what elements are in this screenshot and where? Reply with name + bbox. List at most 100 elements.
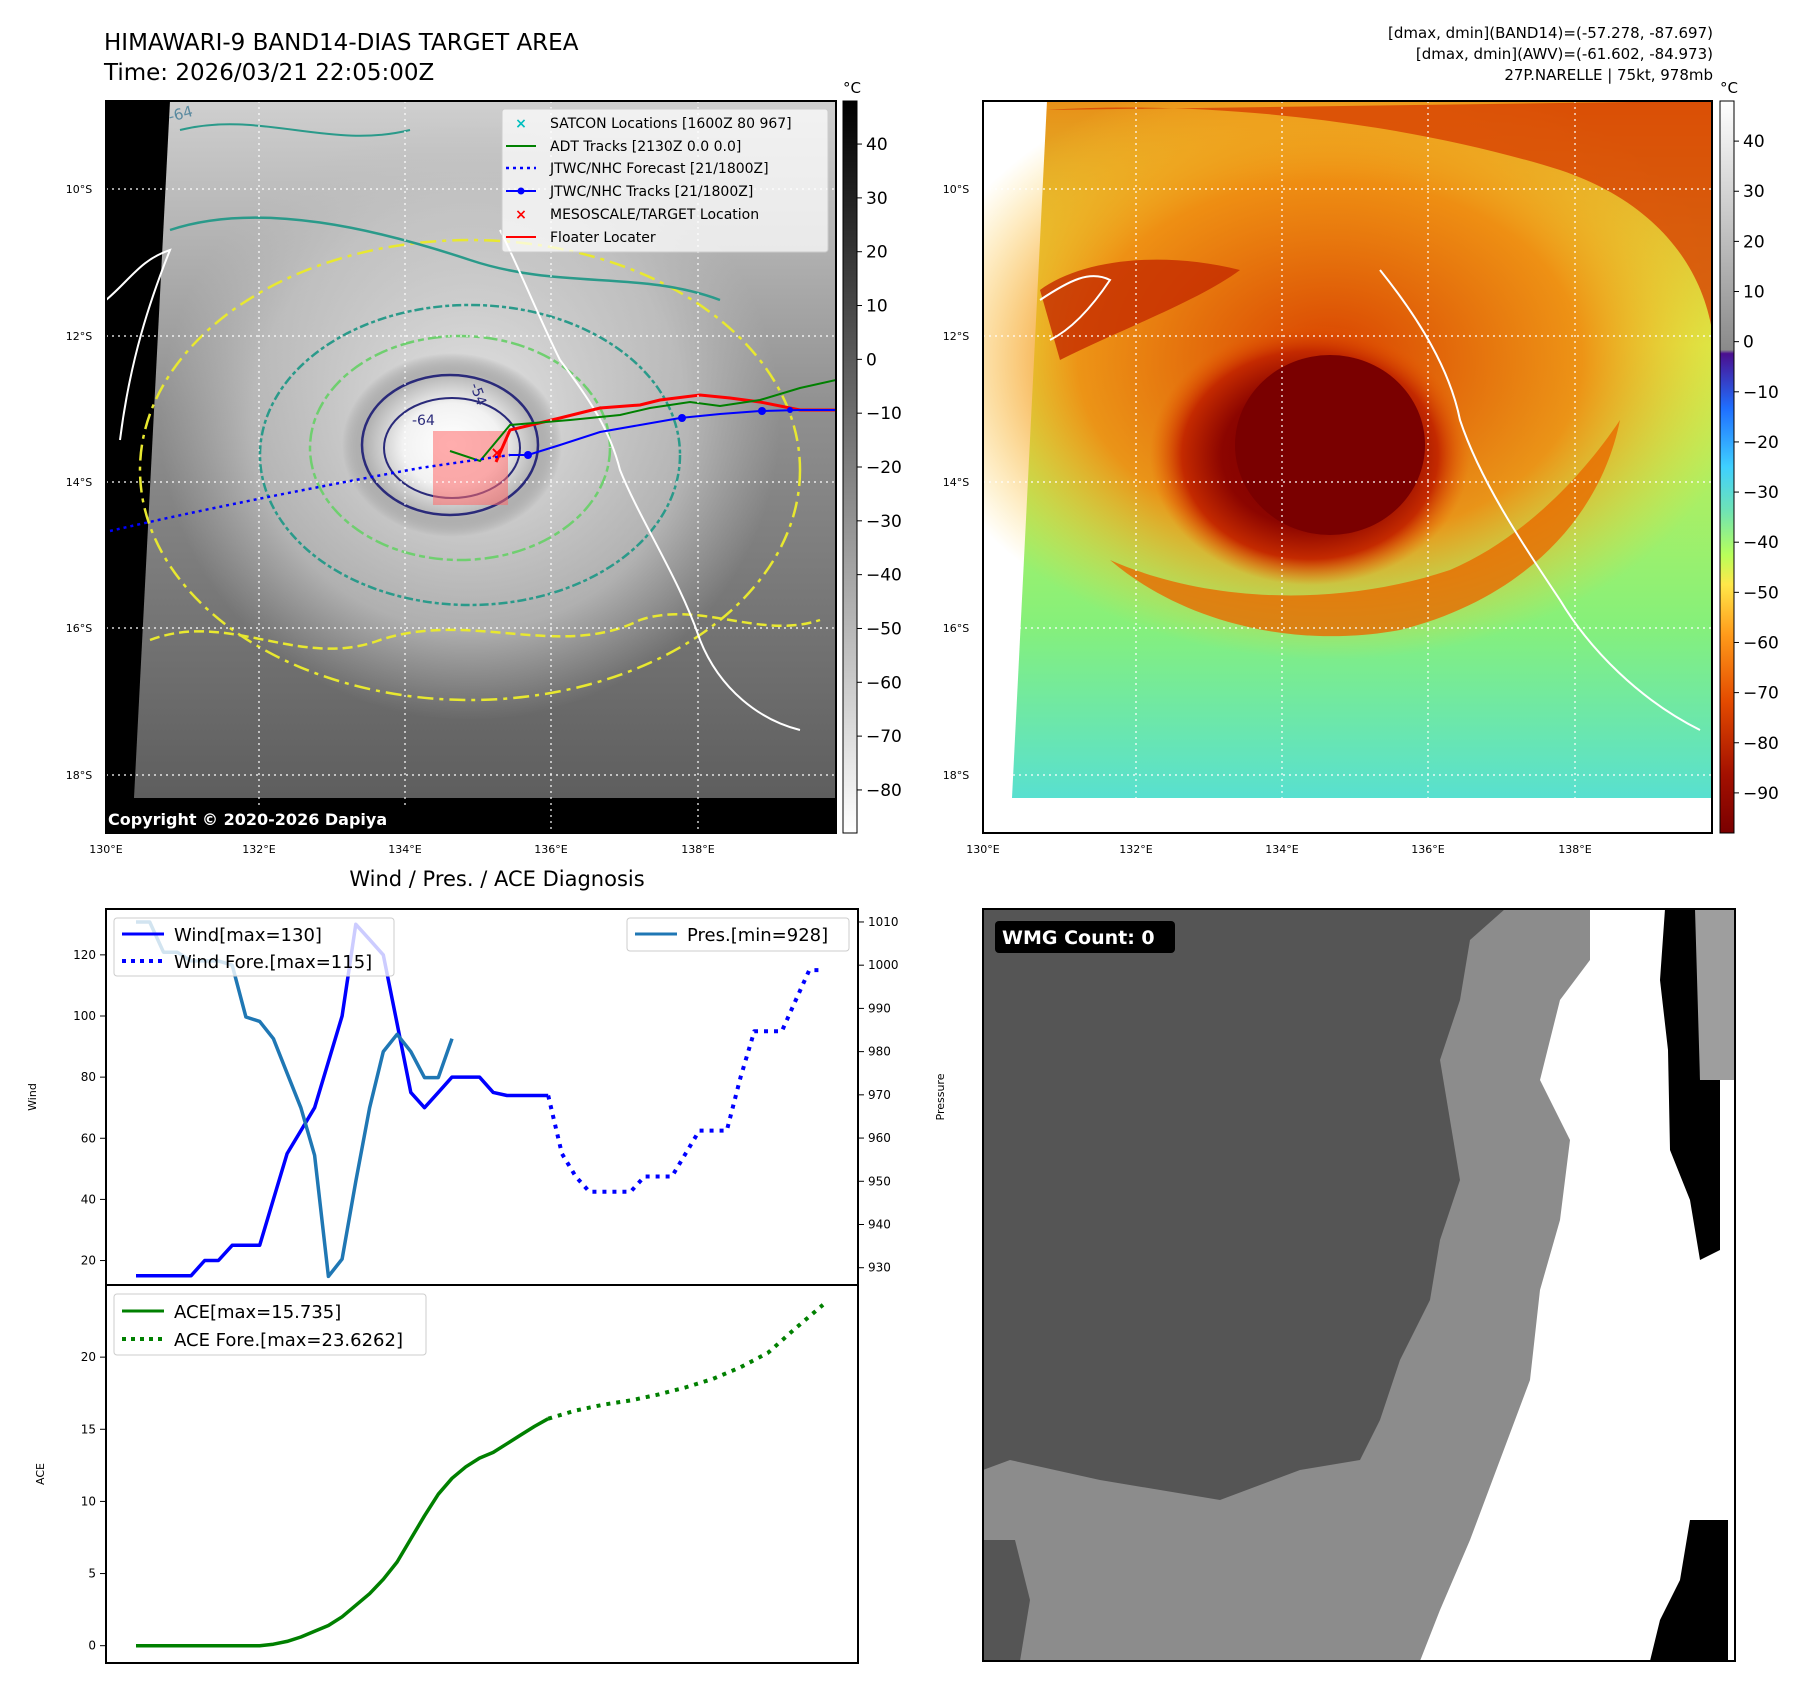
colorbar-color-tick-label: −40: [1743, 533, 1779, 553]
jtwc-track-point: [678, 414, 686, 422]
lat-label-right: 18°S: [943, 769, 969, 782]
color-coastline-cape-york: [1379, 269, 1701, 731]
figure-title-line1: HIMAWARI-9 BAND14-DIAS TARGET AREA: [104, 30, 579, 56]
pressure-y-tick-label: 930: [868, 1261, 891, 1275]
pressure-y-tick-label: 970: [868, 1088, 891, 1102]
colorbar-color: [1719, 100, 1735, 834]
lon-label-left: 134°E: [388, 843, 421, 856]
ace-y-tick-label: 5: [88, 1567, 96, 1581]
colorbar-gray-tick-label: 0: [866, 350, 877, 370]
pressure-y-tick-label: 990: [868, 1001, 891, 1015]
colorbar-color-tick-label: 10: [1743, 283, 1765, 303]
lon-label-left: 132°E: [242, 843, 275, 856]
contour-label: -64: [412, 413, 435, 429]
colorbar-gray: [842, 100, 858, 834]
pressure-y-tick-label: 950: [868, 1174, 891, 1188]
wmg-region-black-north: [1660, 909, 1720, 1260]
wind-legend: Wind[max=130] Wind Fore.[max=115]: [113, 917, 395, 977]
legend-label-satcon: SATCON Locations [1600Z 80 967]: [550, 116, 792, 132]
wind-series-line: [136, 922, 549, 1278]
colorbar-color-tick-label: 20: [1743, 232, 1765, 252]
info-line1: [dmax, dmin](BAND14)=(-57.278, -87.697): [1388, 24, 1713, 42]
wmg-region-white-east: [1560, 909, 1690, 1661]
wmg-region-dark-left: [983, 1540, 1030, 1661]
jtwc-track: [510, 409, 836, 456]
legend-label-adt: ADT Tracks [2130Z 0.0 0.0]: [550, 139, 741, 155]
ace-y-tick-label: 20: [81, 1350, 96, 1364]
ace-legend-box: [113, 1293, 427, 1356]
color-core-darkest: [1235, 355, 1425, 535]
ace-y-tick-label: 10: [81, 1494, 96, 1508]
legend-label-jtwc-forecast: JTWC/NHC Forecast [21/1800Z]: [549, 161, 769, 177]
lon-label-right: 138°E: [1558, 843, 1591, 856]
ace-y-tick-label: 0: [88, 1639, 96, 1653]
colorbar-color-tick-label: −10: [1743, 383, 1779, 403]
jtwc-track-point: [524, 451, 532, 459]
wind-legend-label: Wind[max=130]: [174, 925, 322, 946]
colorbar-color-tick-label: 30: [1743, 182, 1765, 202]
lat-label-left: 18°S: [66, 769, 92, 782]
copyright-text: Copyright © 2020-2026 Dapiya: [108, 810, 387, 829]
color-map-frame: [982, 100, 1713, 834]
ace-forecast-legend-label: ACE Fore.[max=23.6262]: [174, 1330, 403, 1351]
legend-label-jtwc-track: JTWC/NHC Tracks [21/1800Z]: [549, 184, 753, 200]
colorbar-color-tick-label: −60: [1743, 633, 1779, 653]
wmg-region-light-gray: [1690, 909, 1735, 1080]
colorbar-color-tick-label: −30: [1743, 483, 1779, 503]
colorbar-color-tick-label: −20: [1743, 433, 1779, 453]
colorbar-gray-tick-label: −50: [866, 619, 902, 639]
wind-legend-box: [113, 917, 395, 977]
pressure-axis-label: Pressure: [934, 1073, 947, 1120]
pressure-y-tick-label: 940: [868, 1217, 891, 1231]
colorbar-gray-tick-label: −10: [866, 404, 902, 424]
pressure-y-tick-label: 960: [868, 1131, 891, 1145]
color-spiral-arm-north: [1047, 101, 1712, 330]
jtwc-forecast-track: [109, 453, 511, 533]
color-gridlines: [983, 101, 1712, 833]
colorbar-gray-tick-label: −20: [866, 458, 902, 478]
jtwc-track-point: [758, 407, 766, 415]
legend-marker-target: ×: [515, 207, 527, 223]
pressure-legend-label: Pres.[min=928]: [687, 925, 828, 946]
ace-y-tick-label: 15: [81, 1422, 96, 1436]
wind-y-tick-label: 20: [81, 1254, 96, 1268]
pressure-y-tick-label: 1010: [868, 915, 899, 929]
wind-y-tick-label: 100: [73, 1009, 96, 1023]
ir-map-legend: × × SATCON Locations [1600Z 80 967] ADT …: [501, 108, 829, 253]
wind-y-tick-label: 120: [73, 948, 96, 962]
contour-band-north: [169, 216, 721, 302]
wind-axis-label: Wind: [26, 1083, 39, 1111]
wind-plot: 20 40 60 80 100 120 930 940 950 960 970 980 990 1000 1…: [73, 915, 899, 1279]
wind-forecast-series-line: [546, 968, 823, 1194]
wmg-frame: [982, 908, 1736, 1662]
colorbar-color-tick-label: −70: [1743, 684, 1779, 704]
ace-series-line: [136, 1417, 550, 1648]
colorbar-gray-tick-label: −30: [866, 512, 902, 532]
coastline-cape-york: [499, 229, 801, 731]
wmg-count-label: WMG Count: 0: [1002, 927, 1155, 949]
colorbar-gray-tick-label: −80: [866, 781, 902, 801]
lon-label-right: 134°E: [1265, 843, 1298, 856]
lon-label-left: 130°E: [89, 843, 122, 856]
colorbar-color-ticks: 40 30 20 10 0 −10 −20 −30 −40 −50 −60 −70 −80 −90: [1734, 132, 1779, 804]
legend-label-target: MESOSCALE/TARGET Location: [550, 207, 759, 223]
colorbar-color-tick-label: 0: [1743, 333, 1754, 353]
colorbar-gray-tick-label: 10: [866, 297, 888, 317]
wmg-region-black-south: [1650, 1520, 1728, 1661]
colorbar-color-tick-label: −90: [1743, 784, 1779, 804]
lat-label-right: 14°S: [943, 476, 969, 489]
ace-legend: ACE[max=15.735] ACE Fore.[max=23.6262]: [113, 1293, 427, 1356]
lat-label-right: 16°S: [943, 622, 969, 635]
colorbar-gray-tick-label: 20: [866, 243, 888, 263]
contour-ring-inner: [360, 373, 540, 517]
color-spiral-arm-south: [1110, 420, 1620, 637]
wind-forecast-legend-label: Wind Fore.[max=115]: [174, 952, 372, 973]
jtwc-track-point: [787, 407, 793, 413]
lon-label-left: 136°E: [534, 843, 567, 856]
wind-y-tick-label: 60: [81, 1131, 96, 1145]
map-axis-labels: 10°S 10°S 12°S 12°S 14°S 14°S 16°S 16°S 18°S 18°S…: [66, 183, 1592, 856]
wmg-panel: WMG Count: 0: [983, 909, 1735, 1661]
color-coastline-arnhem: [1039, 275, 1112, 341]
lat-label-right: 10°S: [943, 183, 969, 196]
